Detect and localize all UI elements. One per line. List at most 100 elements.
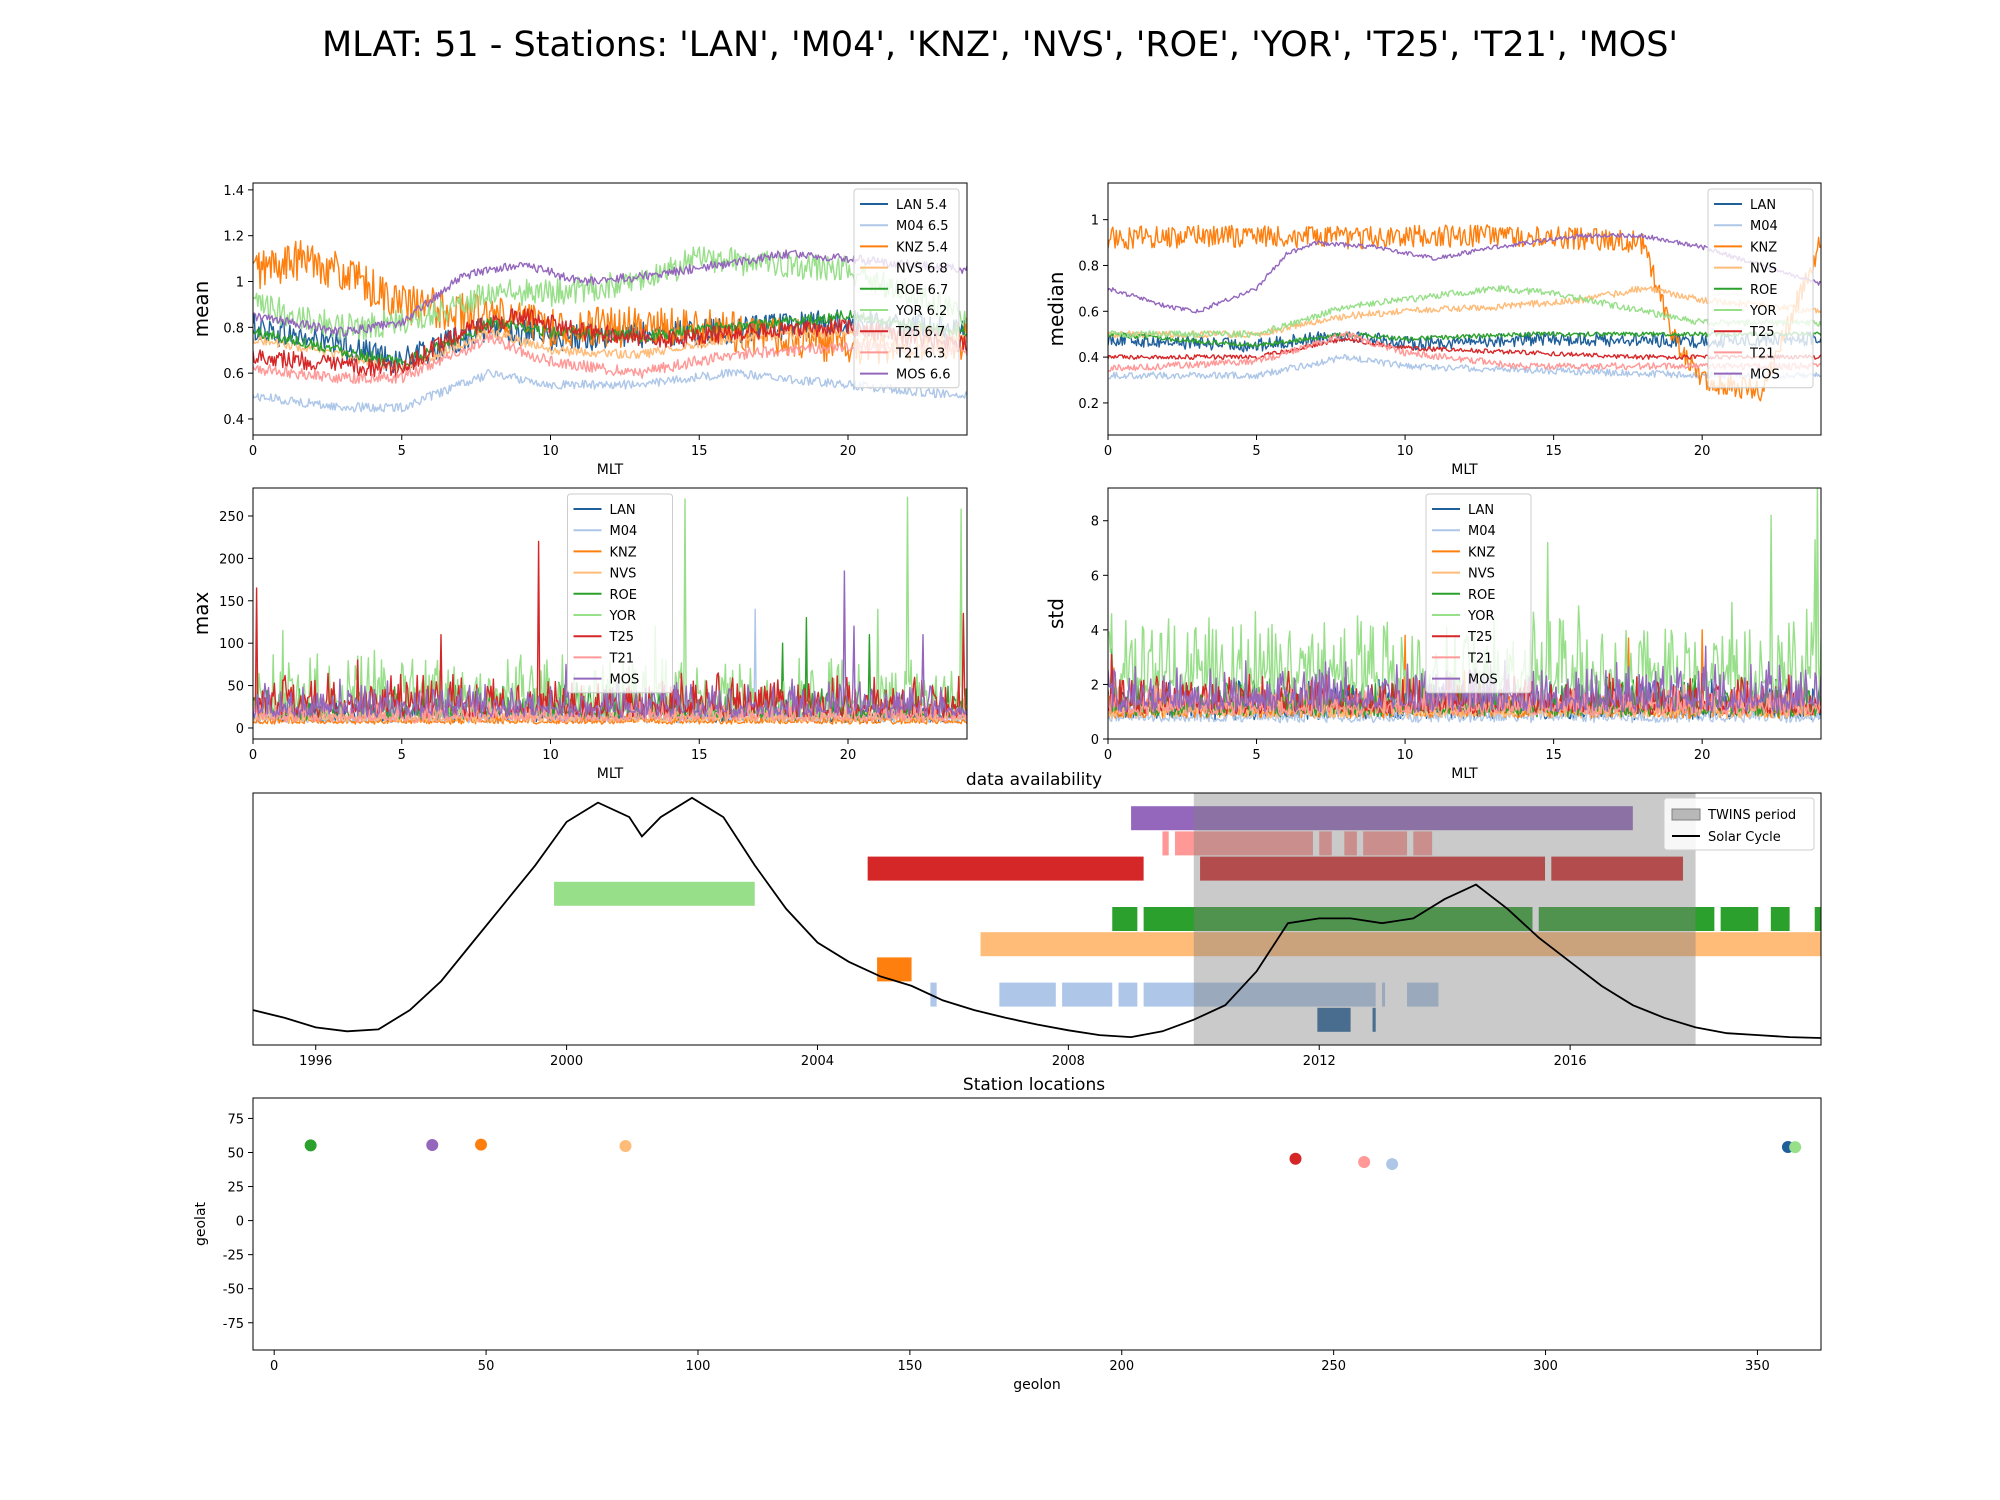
availability-bar-roe xyxy=(1770,907,1790,931)
legend-entry-roe: ROE xyxy=(1468,588,1495,603)
x-tick-label: 15 xyxy=(1545,748,1562,763)
y-tick-label: 2 xyxy=(1091,678,1099,693)
y-tick-label: 25 xyxy=(227,1181,244,1196)
series-group xyxy=(253,240,967,413)
y-tick-label: 1.2 xyxy=(223,230,244,245)
availability-title: data availability xyxy=(966,770,1102,790)
series-line-mos xyxy=(253,570,967,719)
y-tick-label: 0.8 xyxy=(1078,259,1099,274)
series-line-t21 xyxy=(1108,331,1821,372)
availability-bar-t21 xyxy=(1344,831,1357,856)
y-tick-label: 50 xyxy=(227,1146,244,1161)
series-line-mos xyxy=(1108,232,1821,314)
y-tick-label: 50 xyxy=(227,680,244,695)
availability-bar-t21 xyxy=(1413,831,1433,856)
availability-bar-lan xyxy=(1317,1007,1351,1032)
legend-entry-mos: MOS xyxy=(1750,368,1780,383)
legend-entry-m04: M04 xyxy=(1468,524,1496,539)
legend: TWINS period Solar Cycle xyxy=(1663,797,1815,851)
y-tick-label: 1 xyxy=(1091,214,1099,229)
legend-entry-lan: LAN 5.4 xyxy=(896,198,947,213)
x-tick-label: 350 xyxy=(1745,1359,1770,1374)
x-tick-label: 0 xyxy=(270,1359,278,1374)
x-tick-label: 300 xyxy=(1533,1359,1558,1374)
availability-bar-roe xyxy=(1720,907,1759,931)
x-tick-label: 100 xyxy=(686,1359,711,1374)
series-line-mos xyxy=(253,249,967,337)
x-axis-label: MLT xyxy=(1451,462,1478,478)
x-axis-label: MLT xyxy=(1451,766,1478,782)
legend-entry-knz: KNZ xyxy=(1468,545,1495,560)
legend-entry-nvs: NVS xyxy=(1468,567,1495,582)
x-tick-label: 15 xyxy=(691,444,708,459)
y-tick-label: 150 xyxy=(219,595,244,610)
legend-entry-mos: MOS xyxy=(610,673,640,688)
availability-bar-m04 xyxy=(1381,982,1386,1007)
y-axis-label: geolat xyxy=(193,1201,209,1246)
x-tick-label: 200 xyxy=(1109,1359,1134,1374)
legend-entry-m04: M04 xyxy=(610,524,638,539)
y-axis-label: mean xyxy=(189,281,213,338)
legend-entry-t25: T25 6.7 xyxy=(895,325,945,340)
locations-title: Station locations xyxy=(963,1075,1105,1095)
x-tick-label: 5 xyxy=(398,748,406,763)
y-axis-label: median xyxy=(1044,272,1068,347)
axes-frame xyxy=(1107,182,1822,436)
x-tick-label: 10 xyxy=(542,444,559,459)
y-tick-label: 8 xyxy=(1091,515,1099,530)
x-tick-label: 1996 xyxy=(299,1054,332,1069)
panel-median: 0 5 10 15 20 0.2 0.4 0.6 0.8 1 MLT median LAN M04 KNZ N… xyxy=(1044,182,1822,478)
availability-bar-m04 xyxy=(1143,982,1376,1007)
x-tick-label: 15 xyxy=(691,748,708,763)
x-tick-label: 150 xyxy=(897,1359,922,1374)
legend-box xyxy=(1707,188,1814,389)
series-line-t25 xyxy=(1108,337,1821,361)
series-line-yor xyxy=(1108,284,1821,339)
legend-entry-knz: KNZ xyxy=(1750,240,1777,255)
series-group xyxy=(253,496,967,725)
y-tick-label: -75 xyxy=(223,1317,244,1332)
legend-entry-roe: ROE xyxy=(1750,283,1777,298)
legend-swatch-twins xyxy=(1671,808,1701,821)
series-line-m04 xyxy=(1108,701,1821,724)
legend-entry-roe: ROE 6.7 xyxy=(896,283,948,298)
y-tick-label: 200 xyxy=(219,552,244,567)
legend-entry-t25: T25 xyxy=(1467,630,1492,645)
legend-entry-m04: M04 xyxy=(1750,219,1778,234)
availability-bar-t21 xyxy=(1319,831,1332,856)
availability-bar-m04 xyxy=(930,982,937,1007)
x-tick-label: 10 xyxy=(542,748,559,763)
availability-bar-t21 xyxy=(1174,831,1313,856)
series-group xyxy=(1108,224,1821,402)
figure-title: MLAT: 51 - Stations: 'LAN', 'M04', 'KNZ'… xyxy=(322,25,1678,65)
x-tick-label: 0 xyxy=(1104,748,1112,763)
legend-entry-mos: MOS xyxy=(1468,673,1498,688)
x-tick-label: 20 xyxy=(840,444,857,459)
legend: LAN M04 KNZ NVS ROE YOR T25 T21 MOS xyxy=(1425,493,1532,694)
y-tick-label: 6 xyxy=(1091,569,1099,584)
y-tick-label: -50 xyxy=(223,1283,244,1298)
availability-bar-t21 xyxy=(1162,831,1169,856)
x-tick-label: 50 xyxy=(478,1359,495,1374)
series-line-t21 xyxy=(253,333,967,385)
y-tick-label: 0.2 xyxy=(1078,397,1099,412)
series-line-t21 xyxy=(253,698,967,724)
availability-bar-yor xyxy=(554,881,755,906)
x-tick-label: 0 xyxy=(249,748,257,763)
legend-entry-twins-period: TWINS period xyxy=(1707,808,1796,823)
availability-bar-m04 xyxy=(1407,982,1439,1007)
y-tick-label: 100 xyxy=(219,637,244,652)
legend-entry-yor: YOR 6.2 xyxy=(895,304,947,319)
solar-cycle-line xyxy=(253,796,1821,1039)
y-axis-label: std xyxy=(1044,598,1068,629)
legend-entry-t21: T21 xyxy=(1467,651,1492,666)
axes-frame xyxy=(252,182,968,436)
panel-mean: 0 5 10 15 20 0.4 0.6 0.8 1 1.2 1.4 MLT mean LAN 5.4 M0… xyxy=(189,182,968,478)
panel-std: 0 5 10 15 20 0 2 4 6 8 MLT std LAN M04 KNZ NVS ROE YOR T25… xyxy=(1044,487,1822,782)
y-tick-label: 0.6 xyxy=(223,367,244,382)
legend-entry-roe: ROE xyxy=(610,588,637,603)
availability-bar-mos xyxy=(1131,806,1633,831)
availability-bar-roe xyxy=(1814,907,1821,931)
y-tick-label: 0.8 xyxy=(223,321,244,336)
availability-bar-m04 xyxy=(999,982,1056,1007)
